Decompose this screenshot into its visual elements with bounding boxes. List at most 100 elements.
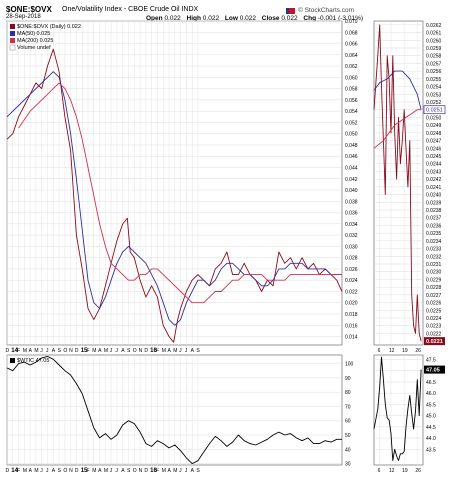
zoom-y-tick-label: 0.0261 — [426, 31, 442, 37]
zoom-y-tick-label: 0.0240 — [426, 193, 442, 199]
main-ma50-line — [6, 71, 342, 326]
zoom-y-tick-label: 0.0227 — [426, 293, 442, 299]
zoom-y-tick-label: 0.0224 — [426, 316, 442, 322]
legend-price-label: $ONE:$OVX (Daily) 0.022 — [17, 24, 81, 30]
main-x-tick-label: A — [29, 348, 33, 354]
main-y-tick-label: 0.032 — [345, 233, 358, 239]
main-y-tick-label: 0.042 — [345, 177, 358, 183]
wtic-y-tick-label: 80 — [345, 390, 351, 396]
main-x-tick-label: F — [17, 348, 20, 354]
legend-volume-label: Volume undef — [17, 45, 51, 51]
wtic-zoom-y-tick-label: 43.5 — [426, 447, 436, 453]
stockcharts-logo-icon — [286, 8, 295, 14]
zoom-y-tick-label: 0.0238 — [426, 208, 442, 214]
legend-ma200-label: MA(200) 0.025 — [17, 38, 53, 44]
wtic-zoom-x-tick-label: 19 — [402, 468, 408, 474]
main-x-tick-label: N — [69, 348, 73, 354]
wtic-x-tick-label: M — [23, 468, 27, 474]
main-y-tick-label: 0.014 — [345, 335, 358, 341]
zoom-y-tick-label: 0.0225 — [426, 308, 442, 314]
main-x-tick-label: A — [121, 348, 125, 354]
main-y-tick-label: 0.056 — [345, 98, 358, 104]
main-x-tick-label: J — [179, 348, 182, 354]
as-of-date: 28-Sep-2018 — [6, 14, 41, 20]
main-y-tick-label: 0.022 — [345, 289, 358, 295]
wtic-zoom-wtic-line — [373, 356, 422, 461]
wtic-zoom-last-value-flag — [424, 365, 445, 374]
legend-wtic-label: $WTIC 47.05 — [17, 358, 49, 364]
main-x-tick-label: M — [23, 348, 27, 354]
wtic-x-tick-label: F — [87, 468, 90, 474]
index-description: One/Volatility Index - CBOE Crude Oil IN… — [62, 6, 199, 13]
wtic-x-tick-label: A — [52, 468, 56, 474]
wtic-y-tick-label: 90 — [345, 376, 351, 382]
zoom-x-tick-label: 12 — [389, 348, 395, 354]
zoom-last-value-flag — [424, 337, 445, 346]
wtic-x-tick-label: A — [121, 468, 125, 474]
main-x-tick-label: S — [196, 348, 200, 354]
main-y-tick-label: 0.048 — [345, 143, 358, 149]
wtic-x-tick-label: S — [196, 468, 200, 474]
zoom-y-tick-label: 0.0233 — [426, 247, 442, 253]
main-y-tick-label: 0.070 — [345, 19, 358, 25]
wtic-x-tick-label: 15 — [81, 468, 88, 474]
zoom-y-tick-label: 0.0250 — [426, 115, 442, 121]
main-x-tick-label: F — [87, 348, 90, 354]
main-x-tick-label: 14 — [11, 348, 18, 354]
zoom-y-tick-label: 0.0243 — [426, 169, 442, 175]
main-x-tick-label: J — [115, 348, 118, 354]
wtic-x-tick-label: M — [173, 468, 177, 474]
main-y-tick-label: 0.026 — [345, 267, 358, 273]
main-y-tick-label: 0.028 — [345, 256, 358, 262]
zoom-y-tick-label: 0.0259 — [426, 46, 442, 52]
main-x-tick-label: J — [185, 348, 188, 354]
main-x-tick-label: M — [34, 348, 38, 354]
wtic-x-tick-label: A — [168, 468, 172, 474]
chg-label: Chg — [303, 15, 317, 22]
zoom-y-tick-label: 0.0237 — [426, 216, 442, 222]
zoom-y-tick-label: 0.0258 — [426, 54, 442, 60]
wtic-x-tick-label: N — [139, 468, 143, 474]
wtic-x-tick-label: J — [46, 468, 49, 474]
main-y-tick-label: 0.038 — [345, 199, 358, 205]
main-x-tick-label: A — [52, 348, 56, 354]
wtic-x-tick-label: J — [185, 468, 188, 474]
zoom-y-tick-label: 0.0247 — [426, 139, 442, 145]
main-y-tick-label: 0.020 — [345, 301, 358, 307]
main-x-tick-label: D — [75, 348, 79, 354]
main-price-line — [6, 48, 343, 343]
axis-labels: 0.070 0.068 0.066 0.064 0.062 0.060 0.058 0.056… — [6, 19, 446, 474]
zoom-y-tick-label: 0.0254 — [426, 85, 442, 91]
zoom-y-tick-label: 0.0252 — [426, 100, 442, 106]
zoom-y-tick-label: 0.0260 — [426, 38, 442, 44]
legend-price-swatch — [10, 24, 15, 29]
wtic-x-tick-label: M — [162, 468, 166, 474]
wtic-zoom-x-tick-label: 6 — [378, 468, 381, 474]
wtic-x-tick-label: D — [6, 468, 10, 474]
zoom-y-tick-label: 0.0231 — [426, 262, 442, 268]
low-label: Low — [224, 15, 238, 22]
zoom-y-tick-label: 0.0226 — [426, 301, 442, 307]
main-y-tick-label: 0.066 — [345, 42, 358, 48]
high-value: 0.022 — [202, 15, 220, 22]
zoom-y-tick-label: 0.0229 — [426, 277, 442, 283]
main-y-tick-label: 0.036 — [345, 211, 358, 217]
zoom-last-value-text: 0.0221 — [426, 339, 443, 345]
wtic-zoom-y-tick-label: 47.5 — [426, 357, 436, 363]
ohlc-readout: Open 0.022 High 0.022 Low 0.022 Close 0.… — [146, 15, 363, 22]
main-x-tick-label: A — [168, 348, 172, 354]
panel-frames — [6, 20, 424, 466]
main-x-tick-label: S — [58, 348, 62, 354]
zoom-y-tick-label: 0.0236 — [426, 223, 442, 229]
zoom-y-tick-label: 0.0248 — [426, 131, 442, 137]
zoom-ma-value-text: 0.0251 — [426, 108, 443, 114]
main-x-tick-label: 15 — [81, 348, 88, 354]
zoom-ma50-line — [373, 70, 422, 110]
legend-ma50-swatch — [10, 31, 15, 36]
main-y-tick-label: 0.024 — [345, 278, 358, 284]
wtic-zoom-x-tick-label: 12 — [389, 468, 395, 474]
wtic-y-tick-label: 60 — [345, 419, 351, 425]
zoom-y-tick-label: 0.0262 — [426, 23, 442, 29]
legend-ma200-swatch — [10, 38, 15, 43]
wtic-zoom-last-value-text: 47.05 — [426, 368, 440, 374]
